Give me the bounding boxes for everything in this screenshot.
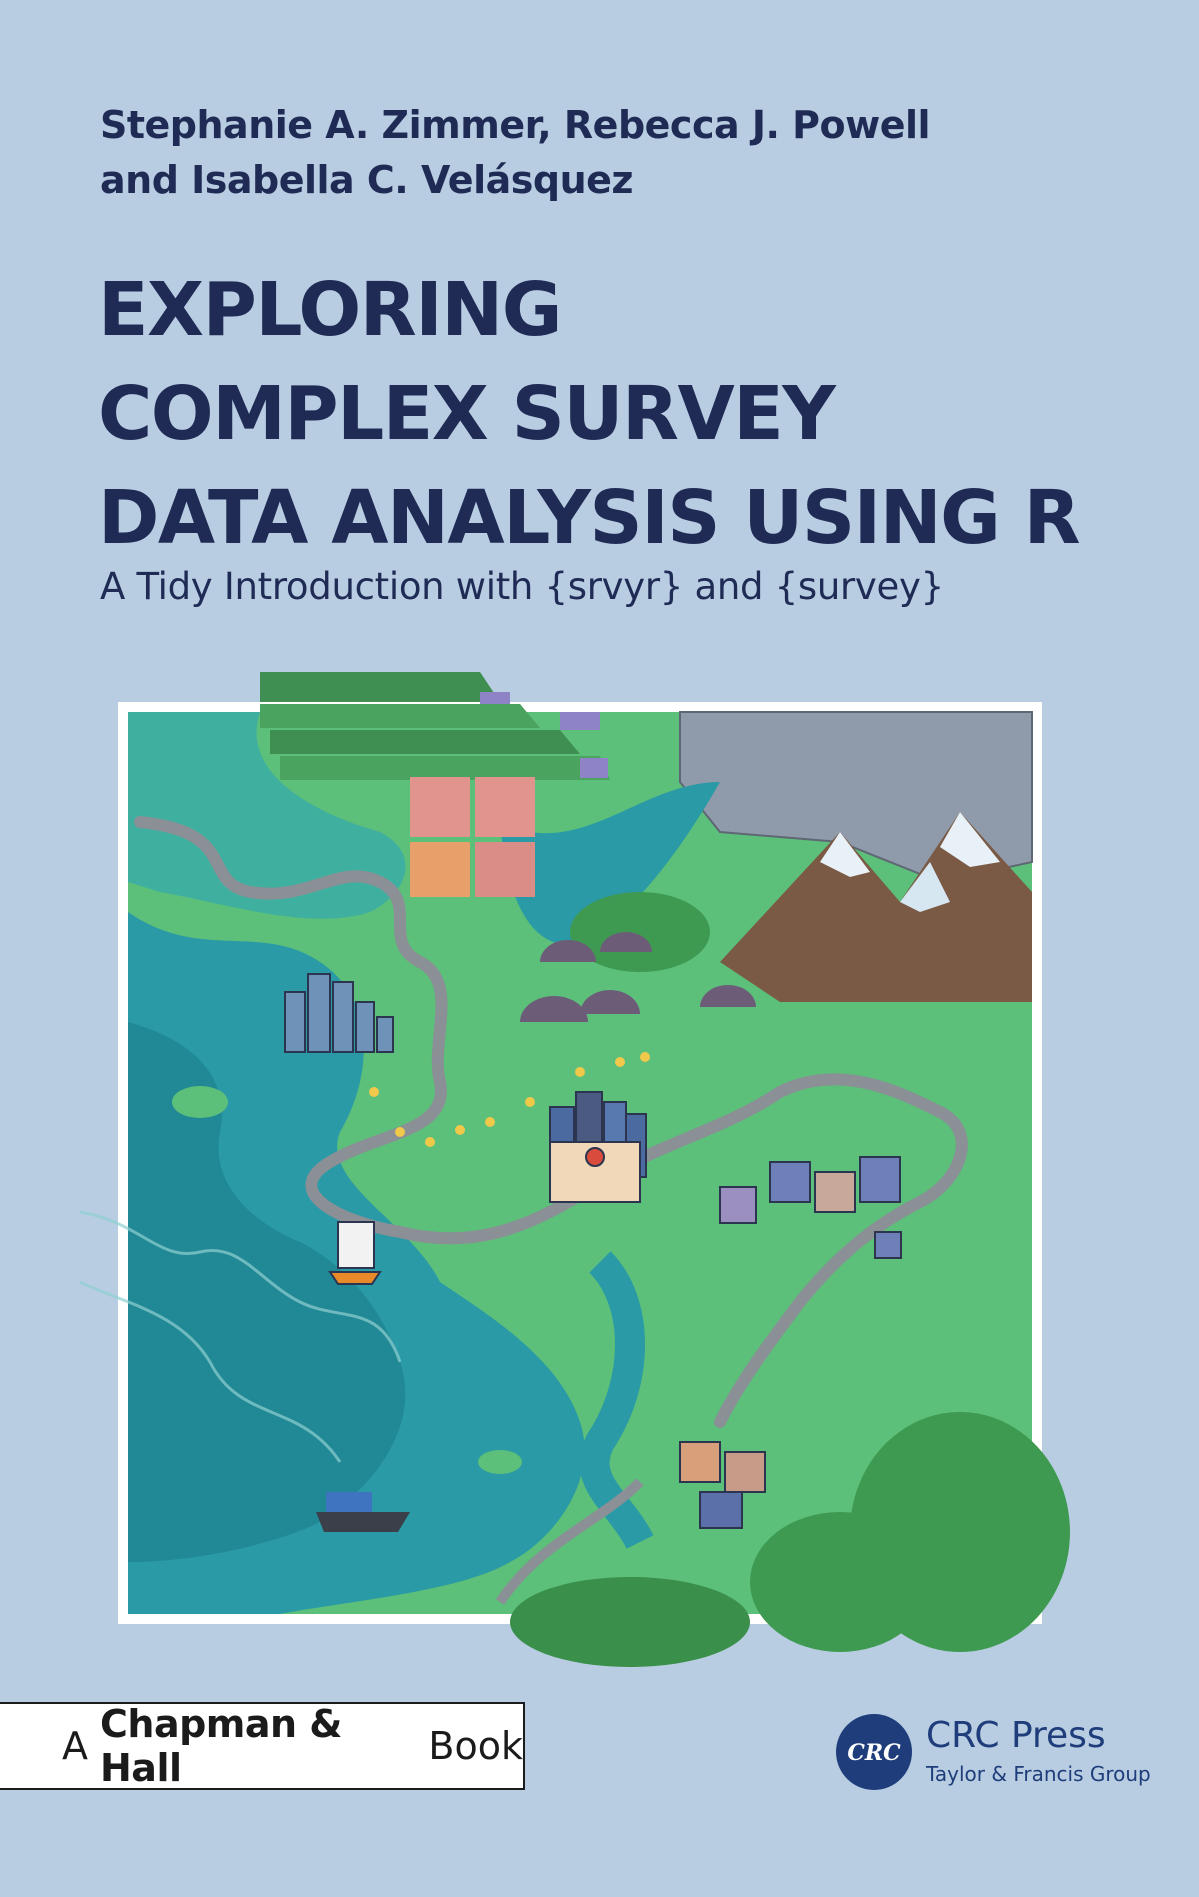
authors: Stephanie A. Zimmer, Rebecca J. Powell a… [100, 98, 931, 208]
farm-fields [260, 672, 610, 780]
crc-logo-text: CRC [847, 1740, 901, 1766]
street-lamps [369, 1052, 650, 1147]
publisher-name: Chapman & Hall [100, 1702, 342, 1790]
title-line-2: COMPLEX SURVEY [98, 371, 836, 457]
book-subtitle: A Tidy Introduction with {srvyr} and {su… [100, 565, 944, 608]
top-left-water [128, 712, 406, 919]
cargo-ship [316, 1492, 410, 1532]
book-title: EXPLORING COMPLEX SURVEY DATA ANALYSIS U… [98, 258, 1081, 570]
publisher-box: A Chapman & Hall Book [0, 1702, 525, 1790]
crop-plots [410, 777, 535, 897]
authors-line-2: and Isabella C. Velásquez [100, 158, 634, 202]
authors-line-1: Stephanie A. Zimmer, Rebecca J. Powell [100, 103, 931, 147]
river [500, 782, 720, 945]
title-line-3: DATA ANALYSIS USING R [98, 475, 1081, 561]
publisher-suffix: Book [428, 1724, 523, 1768]
city-left [284, 973, 394, 1053]
island [172, 1086, 228, 1118]
crc-logo-icon: CRC [836, 1714, 912, 1790]
road [134, 816, 968, 1428]
forest [510, 892, 1070, 1667]
mountains [720, 812, 1032, 1002]
crc-press-subtitle: Taylor & Francis Group [926, 1762, 1151, 1786]
wave-doodles [80, 1210, 402, 1463]
houses [679, 1156, 902, 1529]
domes [520, 932, 756, 1022]
sailboat [328, 1221, 382, 1285]
city-center [549, 1091, 647, 1203]
cover-illustration [80, 672, 1070, 1667]
publisher-prefix: A [62, 1724, 88, 1768]
title-line-1: EXPLORING [98, 267, 562, 353]
crc-press-name: CRC Press [926, 1715, 1106, 1756]
island [478, 1450, 522, 1474]
